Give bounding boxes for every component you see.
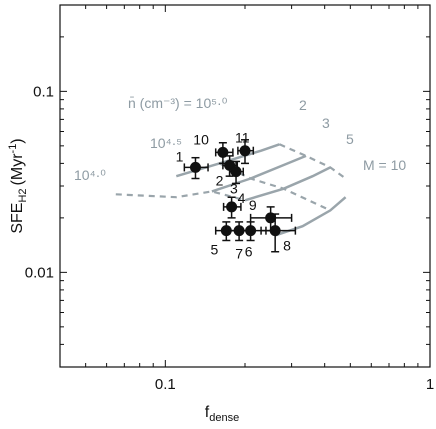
data-point-label: 10 xyxy=(193,131,209,147)
y-axis-title: SFEH2(Myr-1) xyxy=(7,138,29,233)
data-point-marker xyxy=(239,145,251,157)
data-point-group: 9 xyxy=(249,197,293,232)
model-curve-M xyxy=(274,196,347,237)
data-point-label: 5 xyxy=(211,242,219,258)
data-point-label: 9 xyxy=(249,197,257,213)
data-point-label: 2 xyxy=(216,172,224,188)
data-point-label: 6 xyxy=(245,244,253,260)
data-points: 1 23 10 11 4 9 5 7 6 8 xyxy=(176,130,297,262)
data-point-label: 7 xyxy=(235,246,243,262)
model-label: 2 xyxy=(299,97,307,113)
data-point-group: 10 xyxy=(193,131,234,165)
model-label: n̄ (cm⁻³) = 10⁵·⁰ xyxy=(128,95,228,111)
y-tick-label: 0.1 xyxy=(33,83,54,100)
x-axis-title: fdense xyxy=(205,404,239,424)
model-label: 5 xyxy=(346,131,354,147)
data-point-marker xyxy=(265,212,277,224)
data-point-group: 1 xyxy=(176,148,209,180)
model-curve-M xyxy=(244,166,331,202)
plot-frame xyxy=(59,4,431,368)
model-label: M = 10 xyxy=(363,157,406,173)
model-curve-M xyxy=(211,154,307,193)
data-point-label: 8 xyxy=(283,238,291,254)
model-labels: n̄ (cm⁻³) = 10⁵·⁰ 10⁴·⁵ 10⁴·⁰ 235 M = 10 xyxy=(74,95,406,183)
data-point-group: 3 xyxy=(228,160,245,197)
data-point-label: 11 xyxy=(235,130,250,146)
data-point-label: 1 xyxy=(176,148,184,164)
data-point-marker xyxy=(230,166,242,178)
ticks-layer: 0.1 1 0.01 0.1 xyxy=(25,5,434,393)
data-point-marker xyxy=(217,146,229,158)
data-point-group: 11 xyxy=(235,130,255,165)
model-label: 3 xyxy=(322,115,330,131)
data-point-marker xyxy=(226,201,238,213)
data-point-label: 3 xyxy=(230,181,238,197)
y-tick-label: 0.01 xyxy=(25,264,54,281)
data-point-label: 4 xyxy=(238,190,246,206)
data-point-marker xyxy=(245,225,257,237)
data-point-marker xyxy=(269,225,281,237)
model-label: 10⁴·⁰ xyxy=(74,167,106,183)
model-curve-density xyxy=(115,190,246,202)
model-curve-density xyxy=(279,143,347,180)
data-point-group: 4 xyxy=(222,190,246,219)
data-point-marker xyxy=(189,161,201,173)
x-tick-label: 1 xyxy=(426,376,434,393)
model-label: 10⁴·⁵ xyxy=(150,135,182,151)
data-point-group: 8 xyxy=(260,213,297,254)
x-tick-label: 0.1 xyxy=(155,376,176,393)
